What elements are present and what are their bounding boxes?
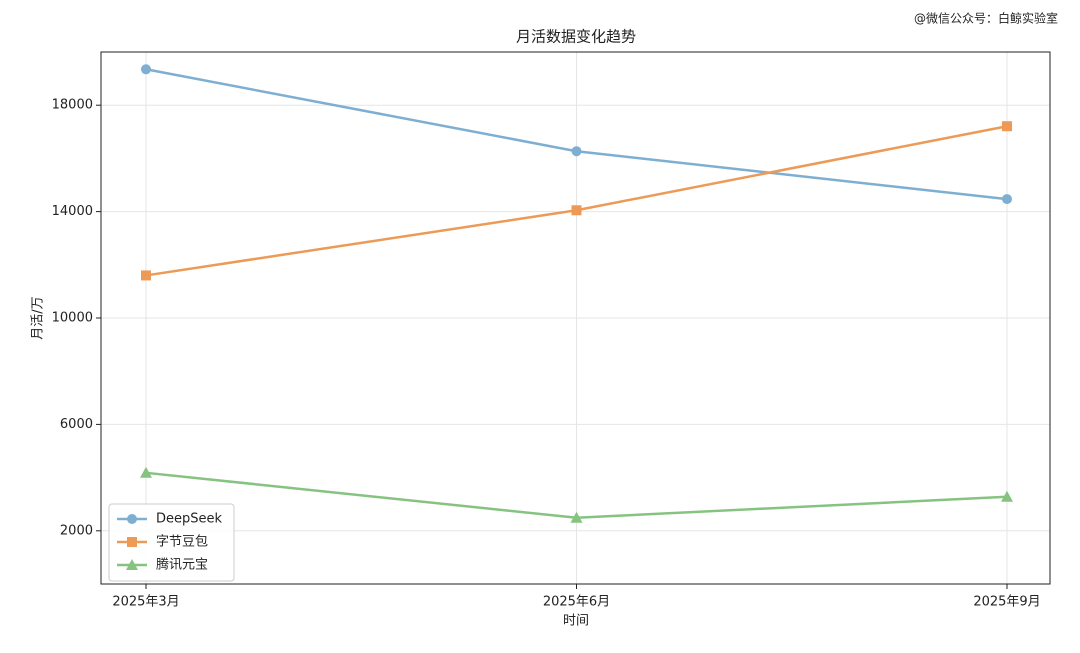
legend-label: DeepSeek [156,512,223,527]
point [140,466,152,478]
plot-frame [100,51,1051,585]
x-axis-label: 时间 [563,614,589,629]
y-tick-label: 18000 [52,98,93,113]
point [141,270,151,281]
point [1002,194,1012,205]
y-axis-label: 月活/万 [31,296,46,339]
point [571,205,582,216]
y-tick-label: 2000 [60,523,93,538]
point [1002,121,1012,132]
point [141,64,151,75]
y-tick-label: 14000 [52,204,93,219]
legend-label: 腾讯元宝 [156,557,208,573]
x-tick-label: 2025年6月 [543,595,610,610]
point [571,146,582,157]
x-tick-label: 2025年3月 [112,595,179,610]
legend-box [108,503,235,582]
legend-label: 字节豆包 [156,535,208,550]
point [570,511,583,523]
point [1001,490,1013,502]
legend-marker [127,537,137,547]
y-tick-label: 6000 [60,417,93,432]
chart-title: 月活数据变化趋势 [516,28,636,46]
x-tick-label: 2025年9月 [973,595,1040,610]
legend-marker [127,514,137,524]
legend-marker [126,559,138,570]
watermark: @微信公众号：白鲸实验室 [914,11,1058,26]
y-tick-label: 10000 [52,311,93,326]
